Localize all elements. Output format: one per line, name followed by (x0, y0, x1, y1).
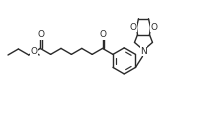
Text: N: N (140, 47, 147, 56)
Text: O: O (130, 23, 136, 32)
Text: O: O (100, 30, 107, 39)
Text: O: O (37, 30, 45, 39)
Text: O: O (31, 47, 37, 57)
Text: O: O (150, 23, 157, 32)
